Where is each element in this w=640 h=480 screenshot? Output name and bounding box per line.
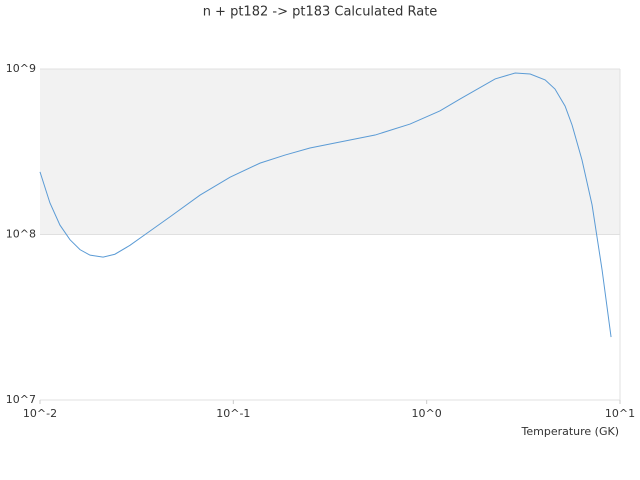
x-tick-label: 10^1 (605, 407, 635, 420)
x-axis-label: Temperature (GK) (521, 425, 620, 438)
y-tick-label: 10^7 (6, 393, 36, 406)
grid (39, 68, 621, 404)
y-tick-label: 10^8 (6, 228, 36, 241)
x-tick-label: 10^-1 (216, 407, 250, 420)
x-tick-label: 10^-2 (23, 407, 57, 420)
x-tick-label: 10^0 (412, 407, 442, 420)
y-tick-label: 10^9 (6, 62, 36, 75)
plot-band (40, 69, 620, 235)
data-line (39, 72, 612, 338)
chart-title: n + pt182 -> pt183 Calculated Rate (203, 5, 438, 20)
